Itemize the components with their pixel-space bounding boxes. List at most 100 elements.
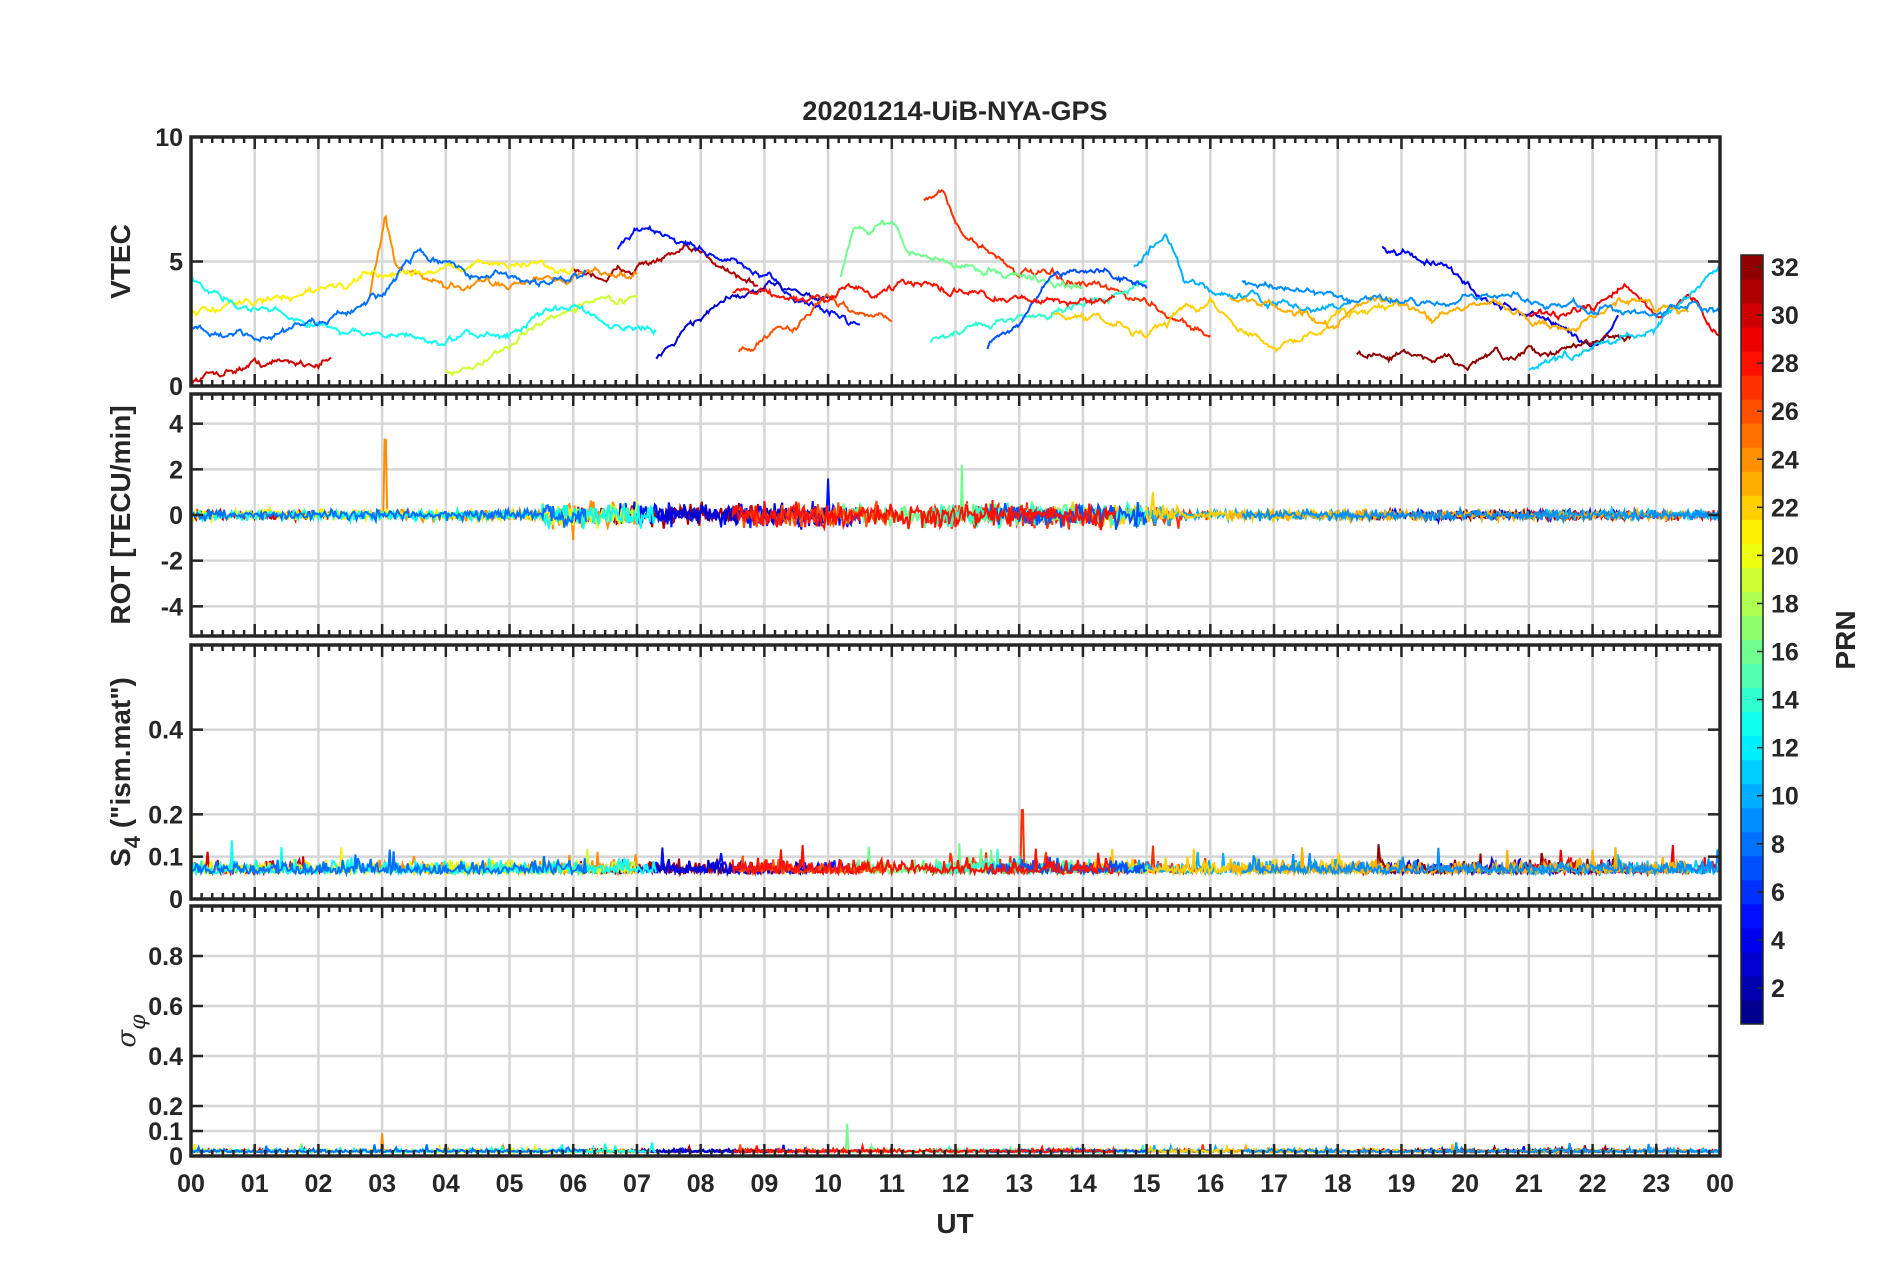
vtec-line-prn-21 [191,258,575,317]
vtec-ytick-label: 10 [155,124,183,152]
colorbar-segment [1741,927,1763,953]
rot-ytick-label: -4 [161,593,183,621]
s4-line-prn-8 [191,849,587,878]
colorbar-segment [1741,975,1763,1001]
vtec-line-prn-23 [1229,294,1689,333]
x-tick-label: 15 [1133,1170,1161,1198]
colorbar-tick-label: 12 [1771,735,1799,763]
colorbar-frame [1740,254,1764,1025]
colorbar-segment [1741,423,1763,448]
colorbar-segment [1741,879,1763,905]
x-tick-label: 17 [1260,1170,1288,1198]
x-tick-label: 00 [177,1170,205,1198]
colorbar-label: PRN [1830,610,1861,669]
s4-ylabel: S4 ("ism.mat") [105,677,145,867]
colorbar-tick-label: 28 [1771,350,1799,378]
colorbar-segment [1741,663,1763,689]
vtec-line-prn-13 [191,275,657,347]
vtec-line-prn-8 [191,247,587,343]
ylabel-sub: 4 [120,835,145,848]
colorbar-segment [1741,351,1763,376]
x-tick-label: 08 [687,1170,715,1198]
s4-line-prn-23 [1228,847,1689,878]
rot-ytick-label: 4 [169,411,183,439]
s4-line-prn-28 [731,844,1116,877]
colorbar-tick-label: 8 [1771,831,1785,859]
x-axis-label: UT [936,1208,973,1239]
panel-s4: 00.10.20.4S4 ("ism.mat") [105,643,1722,914]
colorbar-segment [1741,903,1763,929]
colorbar-segment [1741,639,1763,665]
colorbar-segment [1741,783,1763,809]
vtec-line-prn-31 [572,244,759,287]
vtec-line-prn-26 [738,292,893,353]
colorbar-segment [1741,999,1763,1025]
chart-title: 20201214-UiB-NYA-GPS [802,96,1107,126]
sigma-line-prn-9 [1241,1142,1720,1156]
colorbar-tick-label: 30 [1771,302,1799,330]
rot-line-prn-28 [731,500,1116,532]
x-tick-label: 16 [1196,1170,1224,1198]
colorbar-tick-label: 14 [1771,687,1799,715]
rot-ylabel: ROT [TECU/min] [105,405,136,624]
colorbar-segment [1741,255,1763,280]
colorbar-tick-label: 2 [1771,975,1785,1003]
colorbar-segment [1741,471,1763,496]
vtec-line-prn-24 [368,214,638,299]
x-tick-label: 10 [814,1170,842,1198]
x-tick-label: 09 [750,1170,778,1198]
x-tick-label: 20 [1451,1170,1479,1198]
colorbar-segment [1741,519,1763,544]
colorbar-tick-label: 22 [1771,494,1799,522]
colorbar-tick-label: 6 [1771,879,1785,907]
x-tick-label: 11 [879,1170,906,1198]
sigma-ytick-label: 0.4 [148,1043,183,1071]
panel-sigma: 00.10.2 0.4 0.6 0.8 σφ [112,904,1722,1171]
vtec-line-prn-9 [1241,279,1720,319]
colorbar-segment [1741,327,1763,352]
colorbar-segment [1741,375,1763,400]
s4-ytick-label: 0.1 [148,844,183,872]
colorbar-segment [1741,951,1763,977]
vtec-line-prn-29 [1528,282,1720,338]
sigma-ytick-label: 0 [169,1143,183,1171]
s4-line-prn-29 [1527,844,1720,878]
ylabel-sub: φ [126,1014,151,1030]
vtec-line-prn-30 [191,356,332,386]
x-tick-label: 14 [1069,1170,1097,1198]
vtec-series [191,189,1720,386]
colorbar-segment [1741,831,1763,857]
rot-line-prn-7 [986,502,1148,530]
s4-ytick-label: 0 [169,886,183,914]
vtec-line-prn-11 [1528,263,1720,371]
vtec-line-prn-28 [732,278,1115,308]
vtec-ytick-label: 5 [169,249,183,277]
vtec-line-prn-4 [1381,245,1619,350]
colorbar-tick-label: 20 [1771,542,1799,570]
vtec-line-prn-32 [1356,333,1632,372]
panel-vtec: 0 5 10 VTEC [105,124,1722,401]
x-tick-label: 06 [559,1170,587,1198]
colorbar-tick-label: 32 [1771,254,1799,282]
x-tick-label: 03 [368,1170,396,1198]
vtec-line-prn-16 [839,219,1083,291]
colorbar-segment [1741,759,1763,785]
vtec-line-prn-10 [1133,232,1351,314]
vtec-line-prn-5 [616,224,861,326]
colorbar-tick-label: 10 [1771,783,1799,811]
rot-series [191,438,1720,541]
sigma-ytick-label: 0.2 [148,1093,183,1121]
colorbar-segment [1741,279,1763,304]
x-tick-label: 00 [1706,1170,1734,1198]
s4-line-prn-9 [1241,847,1720,877]
colorbar-segment [1741,735,1763,761]
x-tick-label: 18 [1324,1170,1352,1198]
ylabel-rest: ("ism.mat") [105,677,136,836]
colorbar-tick-label: 18 [1771,590,1799,618]
x-tick-label: 12 [942,1170,970,1198]
vtec-line-prn-3 [655,279,829,360]
ylabel-main: σ [112,1029,142,1048]
s4-ytick-label: 0.2 [148,801,183,829]
